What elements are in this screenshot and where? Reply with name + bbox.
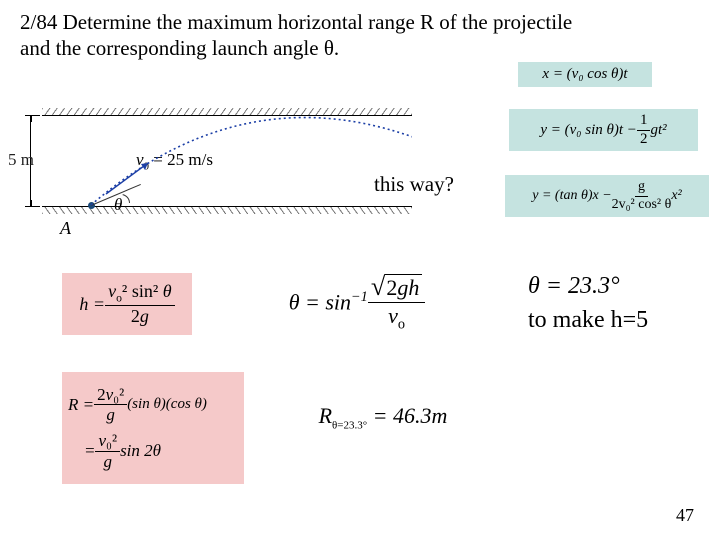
formula-R: R = 2v₀²g (sin θ)(cos θ) = v₀²g sin 2θ [62,372,244,484]
v0-label: v0 = 25 m/s [136,150,213,172]
point-A-label: A [60,218,71,239]
formula-theta-inverse: θ = sin−1 2gh vo [262,267,452,337]
result-theta: θ = 23.3° [528,273,620,300]
result-note: to make h=5 [528,307,648,334]
this-way-annotation: this way? [374,172,454,197]
page-number: 47 [676,505,694,526]
theta-label: θ [114,195,122,215]
formula-y-tan: y = (tan θ)x − g2v₀² cos² θ x² [505,175,709,217]
result-R: Rθ=23.3° = 46.3m [278,398,488,436]
formula-y-kinematic: y = (v₀ sin θ)t − 12 gt² [509,109,698,151]
ceiling-surface [42,108,412,116]
problem-line2: and the corresponding launch angle θ. [20,35,339,61]
height-label: 5 m [8,150,34,170]
trajectory-diagram: 5 m A θ v0 = 25 m/s [14,98,409,238]
floor-surface [42,206,412,214]
problem-line1: 2/84 Determine the maximum horizontal ra… [20,9,572,35]
formula-h: h = vo² sin² θ 2g [62,273,192,335]
formula-x-kinematic: x = (v₀ cos θ)t [518,62,652,87]
